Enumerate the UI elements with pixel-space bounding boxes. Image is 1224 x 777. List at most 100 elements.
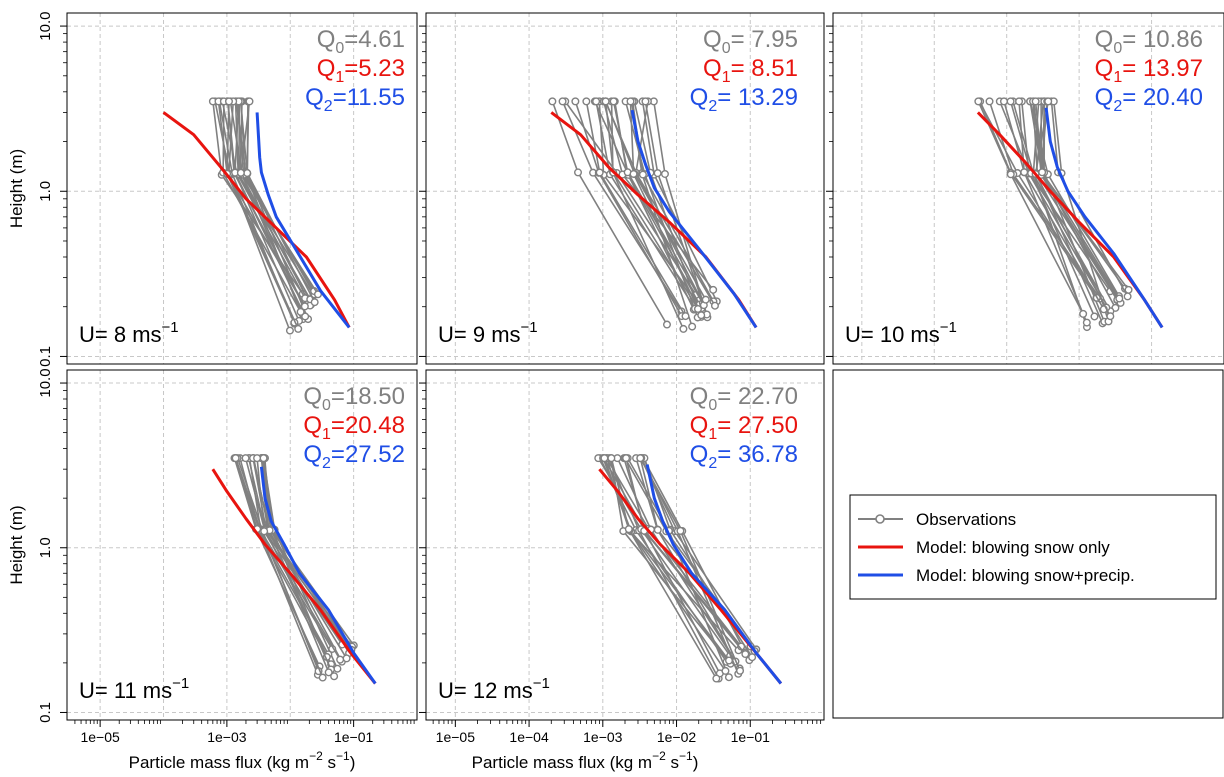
observation-point [1031, 97, 1040, 106]
q-annotation-q2: Q2= 36.78 [690, 441, 798, 472]
y-axis-title: Height (m) [7, 149, 26, 228]
wind-speed-label: U= 9 ms−1 [438, 319, 538, 347]
observation-point [710, 301, 719, 310]
observation-profile [217, 101, 296, 323]
observation-point [294, 324, 303, 333]
observation-point [681, 312, 690, 321]
q-annotation-q0: Q0= 10.86 [1095, 26, 1203, 57]
observation-point [259, 454, 268, 463]
observation-point [1090, 312, 1099, 321]
x-axis-title: Particle mass flux (kg m−2 s−1) [472, 749, 699, 772]
observation-point [1082, 318, 1091, 327]
observation-point [1124, 285, 1133, 294]
observation-point [1079, 309, 1088, 318]
wind-speed-label: U= 12 ms−1 [438, 675, 550, 703]
y-axis-title: Height (m) [7, 505, 26, 584]
panel-frame [66, 12, 418, 365]
observation-point [595, 168, 604, 177]
q-annotation-q0: Q0=18.50 [303, 383, 405, 414]
wind-speed-label: U= 8 ms−1 [79, 319, 179, 347]
q-annotation-q2: Q2= 20.40 [1095, 84, 1203, 115]
observation-point [701, 295, 710, 304]
grid [67, 370, 417, 720]
observation-point [609, 97, 618, 106]
x-axis-title: Particle mass flux (kg m−2 s−1) [129, 749, 356, 772]
model-line-blowing-snow-precip [255, 112, 351, 329]
observation-point [974, 97, 983, 106]
q-annotation-q2: Q2=11.55 [305, 84, 405, 115]
observation-point [999, 97, 1008, 106]
grid [833, 13, 1224, 364]
observation-point [1044, 97, 1053, 106]
observation-point [601, 97, 610, 106]
legend-box [849, 494, 1217, 600]
observation-point [253, 454, 262, 463]
observation-point [243, 169, 252, 178]
observations [230, 454, 358, 682]
observation-point [600, 454, 609, 463]
observation-point [245, 97, 254, 106]
panel-frame [425, 369, 825, 721]
empty-panel-frame [832, 369, 1224, 719]
panel-frame [66, 369, 418, 721]
observation-point [724, 673, 733, 682]
observation-point [1006, 170, 1015, 179]
q-annotation-q2: Q2= 13.29 [690, 84, 798, 115]
observation-point [653, 525, 662, 534]
observation-point [574, 168, 583, 177]
x-tick-label: 1e−03 [583, 729, 623, 745]
observation-point [736, 666, 745, 675]
observation-point [624, 525, 633, 534]
q-annotation-q1: Q1=20.48 [303, 412, 405, 443]
observation-point [333, 664, 342, 673]
observation-point [558, 97, 567, 106]
observation-point [241, 454, 250, 463]
observations [974, 97, 1133, 332]
model-line-blowing-snow-precip [645, 464, 783, 685]
observation-point [236, 168, 245, 177]
observation-point [342, 654, 351, 663]
observation-point [224, 97, 233, 106]
observation-point [660, 169, 669, 178]
observation-point [1015, 97, 1024, 106]
observation-point [260, 527, 269, 536]
y-tick-label: 10.0 [37, 11, 54, 40]
observation-point [285, 326, 294, 335]
observation-point [571, 97, 580, 106]
observation-point [592, 97, 601, 106]
observation-point [313, 290, 322, 299]
y-tick-label: 1.0 [37, 181, 54, 202]
observation-point [636, 454, 645, 463]
observation-point [1038, 168, 1047, 177]
legend: Observations Model: blowing snow only Mode… [849, 494, 1217, 600]
q-annotation-q0: Q0= 22.70 [690, 383, 798, 414]
observation-point [622, 454, 631, 463]
observation-point [629, 169, 638, 178]
observation-point [709, 285, 718, 294]
observation-point [607, 454, 616, 463]
observation-point [641, 97, 650, 106]
observation-point [318, 673, 327, 682]
y-tick-label: 0.1 [37, 346, 54, 367]
y-tick-label: 0.1 [37, 702, 54, 723]
observation-profile [610, 457, 727, 672]
panel-frame [425, 12, 825, 365]
model-line-blowing-snow [162, 111, 351, 329]
observation-point [1106, 312, 1115, 321]
observation-point [693, 304, 702, 313]
legend-label: Observations [916, 510, 1016, 529]
observation-point [324, 668, 333, 677]
observation-point [300, 302, 309, 311]
legend-marker [875, 514, 885, 524]
observation-point [310, 298, 319, 307]
legend-label: Model: blowing snow+precip. [916, 566, 1135, 585]
observation-profile [605, 457, 742, 647]
observation-point [1006, 97, 1015, 106]
q-annotation-q1: Q1= 27.50 [690, 412, 798, 443]
observations [208, 97, 322, 335]
q-annotation-q1: Q1= 13.97 [1095, 55, 1203, 86]
model-line-blowing-snow-precip [259, 466, 377, 685]
